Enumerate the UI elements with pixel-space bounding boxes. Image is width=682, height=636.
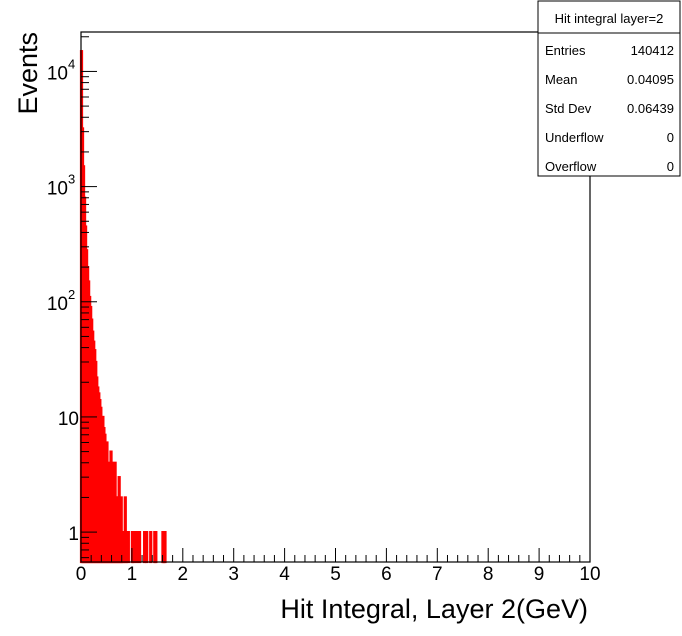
stats-box: Hit integral layer=2 Entries 140412 Mean 0.… <box>537 0 681 177</box>
histogram-bin <box>124 530 128 564</box>
stats-row-value: 0.04095 <box>627 72 674 87</box>
stats-row: Entries 140412 <box>545 43 674 58</box>
histogram-bin <box>154 530 158 564</box>
stats-row-value: 0 <box>667 130 674 145</box>
x-tick-label: 0 <box>76 564 87 585</box>
stats-row: Std Dev 0.06439 <box>545 101 674 116</box>
stats-box-border <box>537 0 681 177</box>
stats-row-value: 140412 <box>631 43 674 58</box>
y-tick-label: 10 3 <box>47 172 75 200</box>
y-tick-label: 1 <box>68 524 79 545</box>
stats-row-value: 0 <box>667 159 674 174</box>
x-tick-label: 7 <box>432 564 443 585</box>
x-tick-label: 6 <box>381 564 392 585</box>
stats-box-title: Hit integral layer=2 <box>555 11 664 26</box>
stats-row-label: Entries <box>545 43 586 58</box>
stats-row-label: Std Dev <box>545 101 592 116</box>
x-tick-label: 5 <box>330 564 341 585</box>
histogram-bin <box>143 530 147 564</box>
stats-row-value: 0.06439 <box>627 101 674 116</box>
histogram-bin <box>149 530 153 564</box>
histogram-bin <box>121 530 125 564</box>
x-tick-label: 2 <box>178 564 189 585</box>
x-tick-label: 9 <box>534 564 545 585</box>
x-tick-label: 1 <box>127 564 138 585</box>
histogram-bin <box>137 530 142 564</box>
stats-rows: Entries 140412 Mean 0.04095 Std Dev 0.06439 Un… <box>545 43 674 174</box>
histogram-bin <box>145 530 149 564</box>
y-tick-label: 10 2 <box>47 287 75 315</box>
histogram-bin <box>131 530 136 564</box>
histogram-bin <box>126 530 130 564</box>
y-tick-exponent: 2 <box>68 287 75 302</box>
histogram-bin <box>134 530 139 564</box>
histogram-bin <box>163 530 167 564</box>
y-tick-base: 10 <box>58 409 79 430</box>
x-tick-label: 4 <box>279 564 290 585</box>
x-tick-label: 8 <box>483 564 494 585</box>
plot-layer <box>79 50 167 564</box>
y-tick-label: 10 <box>58 409 79 430</box>
y-tick-base: 10 <box>47 294 68 315</box>
x-tick-label: 3 <box>228 564 239 585</box>
y-tick-base: 10 <box>47 63 68 84</box>
y-tick-base: 1 <box>68 524 79 545</box>
y-axis-label: Events <box>13 32 43 115</box>
stats-row-label: Overflow <box>545 159 597 174</box>
y-tick-exponent: 4 <box>68 56 75 71</box>
x-axis-label: Hit Integral, Layer 2(GeV) <box>280 594 588 624</box>
x-axis-ticks: 0 1 2 3 4 5 6 7 8 9 10 <box>76 548 601 585</box>
stats-row-label: Mean <box>545 72 578 87</box>
y-tick-base: 10 <box>47 179 68 200</box>
plot-frame <box>80 31 591 563</box>
stats-row: Underflow 0 <box>545 130 674 145</box>
y-tick-label: 10 4 <box>47 56 75 84</box>
x-tick-label: 10 <box>579 564 600 585</box>
y-tick-exponent: 3 <box>68 172 75 187</box>
stats-row: Overflow 0 <box>545 159 674 174</box>
stats-row-label: Underflow <box>545 130 604 145</box>
histogram-series <box>79 50 167 564</box>
stats-row: Mean 0.04095 <box>545 72 674 87</box>
